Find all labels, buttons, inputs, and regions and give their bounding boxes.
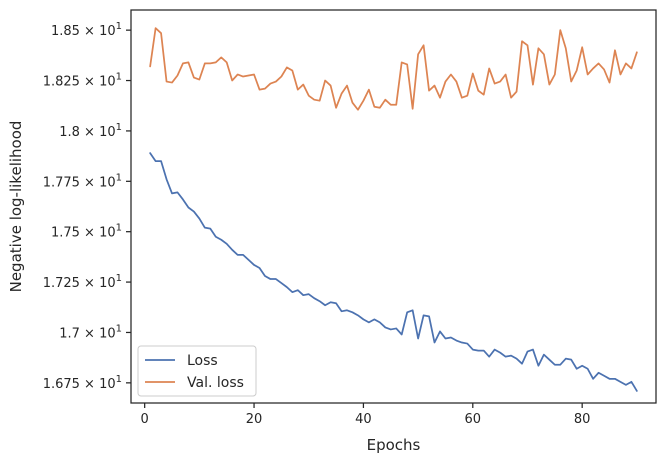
legend-box	[137, 345, 257, 397]
y-tick-label: 1.775 × 101	[43, 172, 122, 190]
series-line-loss	[149, 152, 638, 392]
x-tick-label: 40	[355, 412, 372, 427]
x-axis-label: Epochs	[367, 436, 421, 454]
series-line-val-loss	[149, 27, 638, 111]
ticks-layer: 0 20 40 60 80 1.675 × 101 1.7 × 101 1.725 × 101…	[43, 21, 591, 427]
y-axis-label: Negative log-likelihood	[7, 121, 25, 293]
x-tick-label: 60	[465, 412, 482, 427]
x-tick-label: 80	[574, 412, 591, 427]
y-tick-label: 1.825 × 101	[43, 72, 122, 90]
y-tick-label: 1.85 × 101	[51, 21, 122, 39]
legend-label-val-loss: Val. loss	[187, 375, 244, 391]
x-tick-label: 0	[141, 412, 149, 427]
series-layer	[149, 27, 638, 392]
y-tick-label: 1.675 × 101	[43, 374, 122, 392]
plot-frame	[130, 9, 657, 404]
y-tick-label: 1.75 × 101	[51, 223, 122, 241]
legend: Loss Val. loss	[137, 345, 257, 397]
legend-label-loss: Loss	[187, 353, 218, 369]
x-tick-label: 20	[246, 412, 263, 427]
y-tick-label: 1.725 × 101	[43, 273, 122, 291]
y-tick-label: 1.8 × 101	[59, 122, 122, 140]
y-tick-label: 1.7 × 101	[59, 323, 122, 341]
